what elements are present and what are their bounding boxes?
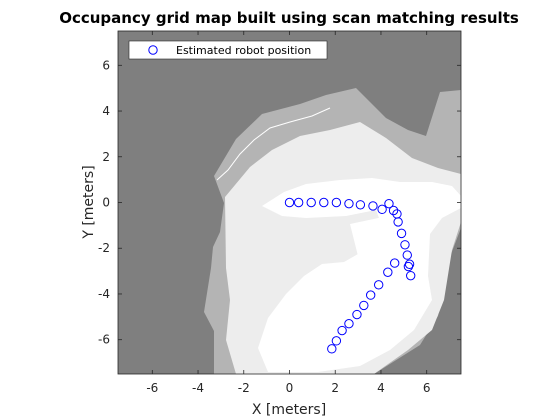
robot-position-point — [331, 336, 342, 346]
robot-position-point — [384, 198, 394, 209]
robot-position-point — [293, 197, 304, 208]
robot-position-point — [396, 228, 407, 239]
y-tick-label: 6 — [102, 58, 110, 72]
robot-position-point — [402, 250, 412, 260]
robot-position-point — [344, 318, 354, 329]
robot-position-point — [344, 198, 354, 209]
robot-position-point — [355, 200, 366, 210]
robot-position-point — [403, 261, 414, 272]
robot-position-point — [404, 259, 415, 269]
map-wall — [216, 107, 331, 181]
legend: Estimated robot position — [128, 40, 328, 60]
x-axis-ticks: -6 -4 -2 0 2 4 6 — [146, 31, 431, 395]
x-tick-label: 4 — [377, 381, 385, 395]
y-tick-label: -4 — [98, 287, 110, 301]
robot-position-point — [388, 205, 399, 216]
robot-position-point — [359, 300, 369, 311]
x-tick-label: -4 — [192, 381, 204, 395]
y-axis-ticks: -6 -4 -2 0 2 4 6 — [98, 58, 461, 347]
robot-position-point — [337, 325, 347, 336]
y-axis-label: Y [meters] — [81, 165, 97, 239]
robot-position-markers — [284, 197, 416, 354]
robot-position-point — [284, 197, 295, 208]
robot-position-point — [400, 240, 410, 250]
x-tick-label: -2 — [238, 381, 250, 395]
legend-box — [128, 40, 328, 60]
legend-marker — [148, 45, 158, 55]
robot-position-point — [393, 217, 403, 227]
robot-position-point — [368, 201, 378, 211]
y-tick-label: 4 — [102, 104, 110, 118]
robot-position-point — [352, 309, 362, 320]
chart-title: Occupancy grid map built using scan matc… — [59, 9, 519, 27]
x-tick-label: 6 — [423, 381, 431, 395]
x-tick-label: -6 — [146, 381, 158, 395]
robot-position-point — [405, 270, 416, 281]
robot-position-point — [319, 197, 329, 208]
occupancy-grid-map — [118, 31, 461, 374]
x-tick-label: 0 — [286, 381, 294, 395]
y-tick-label: -2 — [98, 241, 110, 255]
robot-position-point — [306, 197, 316, 208]
robot-position-point — [377, 204, 387, 215]
free-space-corridor — [300, 216, 410, 370]
legend-label: Estimated robot position — [176, 44, 311, 57]
x-axis-label: X [meters] — [252, 402, 326, 418]
y-tick-label: -6 — [98, 333, 110, 347]
robot-position-point — [373, 280, 384, 290]
x-tick-label: 2 — [331, 381, 339, 395]
robot-position-point — [365, 290, 376, 300]
robot-position-point — [383, 267, 393, 277]
robot-position-point — [331, 197, 342, 208]
robot-position-point — [327, 344, 337, 354]
y-tick-label: 2 — [102, 150, 110, 164]
y-tick-label: 0 — [102, 196, 110, 210]
robot-position-point — [389, 258, 400, 268]
